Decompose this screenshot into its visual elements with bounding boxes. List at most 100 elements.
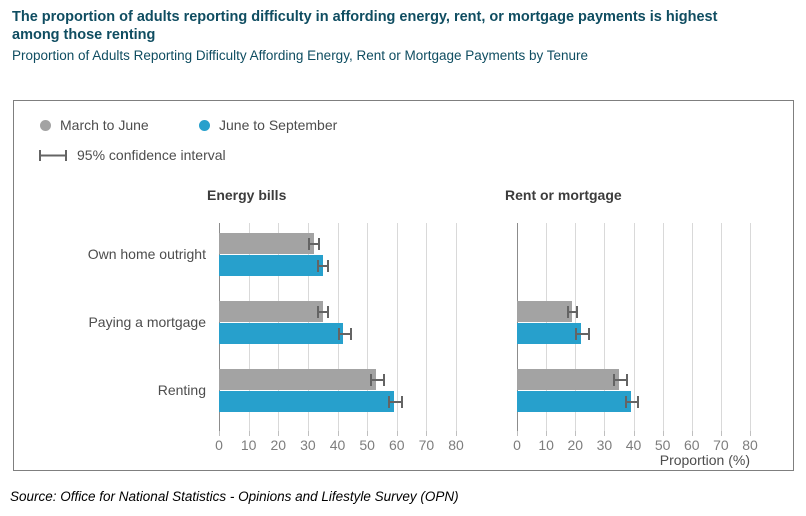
error-bar bbox=[316, 310, 329, 313]
legend-label-march-to-june: March to June bbox=[60, 117, 149, 133]
tick-mark bbox=[604, 431, 606, 436]
error-bar-cap bbox=[400, 395, 403, 408]
error-bar-cap bbox=[370, 373, 373, 386]
x-tick-label: 40 bbox=[625, 437, 642, 453]
x-tick-label: 50 bbox=[654, 437, 671, 453]
tick-mark bbox=[546, 431, 548, 436]
x-axis-label: Proportion (%) bbox=[659, 452, 750, 468]
x-tick-label: 70 bbox=[713, 437, 729, 453]
error-bar-cap bbox=[337, 327, 340, 340]
tick-mark bbox=[633, 431, 635, 436]
tick-mark bbox=[248, 431, 250, 436]
legend-item-june-to-september: June to September bbox=[199, 117, 337, 133]
tick-mark bbox=[750, 431, 751, 436]
confidence-interval-icon bbox=[38, 149, 68, 162]
bar-march-to-june-renting bbox=[219, 369, 376, 390]
error-bar-cap bbox=[350, 327, 353, 340]
chart-area: March to June June to September 95% conf… bbox=[13, 100, 794, 471]
tick-mark bbox=[662, 431, 664, 436]
error-bar bbox=[613, 378, 628, 381]
error-bar-cap bbox=[387, 395, 390, 408]
x-tick-label: 50 bbox=[359, 437, 375, 453]
gridline bbox=[426, 223, 428, 431]
x-tick-label: 80 bbox=[742, 437, 758, 453]
error-bar-cap bbox=[587, 327, 590, 340]
error-bar-cap bbox=[317, 237, 320, 250]
bar-june-to-september-paying-a-mortgage bbox=[517, 323, 582, 344]
category-label-renting: Renting bbox=[157, 382, 206, 398]
tick-mark bbox=[426, 431, 428, 436]
chart-header: The proportion of adults reporting diffi… bbox=[12, 8, 794, 64]
x-tick-label: 80 bbox=[448, 437, 464, 453]
tick-mark bbox=[575, 431, 577, 436]
x-tick-label: 70 bbox=[418, 437, 435, 453]
gridline bbox=[720, 223, 722, 431]
bar-march-to-june-paying-a-mortgage bbox=[517, 301, 573, 322]
x-tick-label: 20 bbox=[567, 437, 584, 453]
x-tick-label: 10 bbox=[240, 437, 257, 453]
category-label-own-home-outright: Own home outright bbox=[87, 246, 206, 262]
panel-title-rent-or-mortgage: Rent or mortgage bbox=[505, 187, 622, 203]
tick-mark bbox=[691, 431, 693, 436]
bar-june-to-september-renting bbox=[219, 391, 394, 412]
tick-mark bbox=[517, 431, 518, 436]
error-bar bbox=[575, 332, 590, 335]
legend-dot-march-to-june-icon bbox=[40, 119, 51, 131]
error-bar-cap bbox=[576, 305, 579, 318]
x-tick-label: 0 bbox=[513, 437, 521, 453]
error-bar-cap bbox=[566, 305, 569, 318]
chart-title: The proportion of adults reporting diffi… bbox=[12, 9, 718, 43]
gridline bbox=[662, 223, 664, 431]
error-bar-cap bbox=[613, 373, 616, 386]
legend-label-june-to-september: June to September bbox=[219, 117, 338, 133]
chart-subtitle: Proportion of Adults Reporting Difficult… bbox=[12, 48, 589, 63]
error-bar bbox=[370, 378, 385, 381]
error-bar-cap bbox=[326, 259, 329, 272]
gridline bbox=[396, 223, 398, 431]
error-bar-cap bbox=[382, 373, 385, 386]
error-bar-cap bbox=[316, 305, 319, 318]
error-bar bbox=[387, 400, 403, 403]
panel-title-energy-bills: Energy bills bbox=[207, 187, 287, 203]
source-note: Source: Office for National Statistics -… bbox=[10, 489, 459, 504]
tick-mark bbox=[367, 431, 369, 436]
gridline bbox=[691, 223, 693, 431]
x-tick-label: 60 bbox=[388, 437, 405, 453]
x-tick-label: 30 bbox=[596, 437, 613, 453]
bar-june-to-september-paying-a-mortgage bbox=[219, 323, 344, 344]
legend-item-confidence-interval: 95% confidence interval bbox=[38, 147, 226, 163]
tick-mark bbox=[720, 431, 722, 436]
category-label-paying-a-mortgage: Paying a mortgage bbox=[88, 314, 206, 330]
error-bar bbox=[307, 242, 320, 245]
error-bar-cap bbox=[624, 395, 627, 408]
tick-mark bbox=[337, 431, 339, 436]
error-bar-cap bbox=[637, 395, 640, 408]
tick-mark bbox=[278, 431, 280, 436]
plot-area-rent-or-mortgage: 0 10 20 30 40 50 60 70 80 bbox=[513, 223, 758, 453]
gridline bbox=[456, 223, 457, 431]
legend-dot-june-to-september-icon bbox=[199, 119, 210, 131]
error-bar-cap bbox=[316, 259, 319, 272]
gridline bbox=[750, 223, 751, 431]
x-tick-label: 60 bbox=[683, 437, 700, 453]
plot-area-energy-bills: 0 10 20 30 40 50 60 70 80 bbox=[215, 223, 464, 453]
error-bar-cap bbox=[575, 327, 578, 340]
gridline bbox=[604, 223, 606, 431]
tick-mark bbox=[219, 431, 220, 436]
error-bar-cap bbox=[625, 373, 628, 386]
bar-march-to-june-renting bbox=[517, 369, 619, 390]
legend-item-march-to-june: March to June bbox=[40, 117, 149, 133]
error-bar bbox=[337, 332, 353, 335]
x-tick-label: 30 bbox=[300, 437, 316, 453]
bar-march-to-june-paying-a-mortgage bbox=[219, 301, 323, 322]
gridline bbox=[367, 223, 369, 431]
error-bar bbox=[316, 264, 329, 267]
error-bar-cap bbox=[326, 305, 329, 318]
tick-mark bbox=[456, 431, 457, 436]
x-tick-label: 20 bbox=[270, 437, 287, 453]
bar-june-to-september-own-home-outright bbox=[219, 255, 323, 276]
x-tick-label: 10 bbox=[538, 437, 554, 453]
bar-june-to-september-renting bbox=[517, 391, 631, 412]
bar-march-to-june-own-home-outright bbox=[219, 233, 314, 254]
error-bar-cap bbox=[307, 237, 310, 250]
